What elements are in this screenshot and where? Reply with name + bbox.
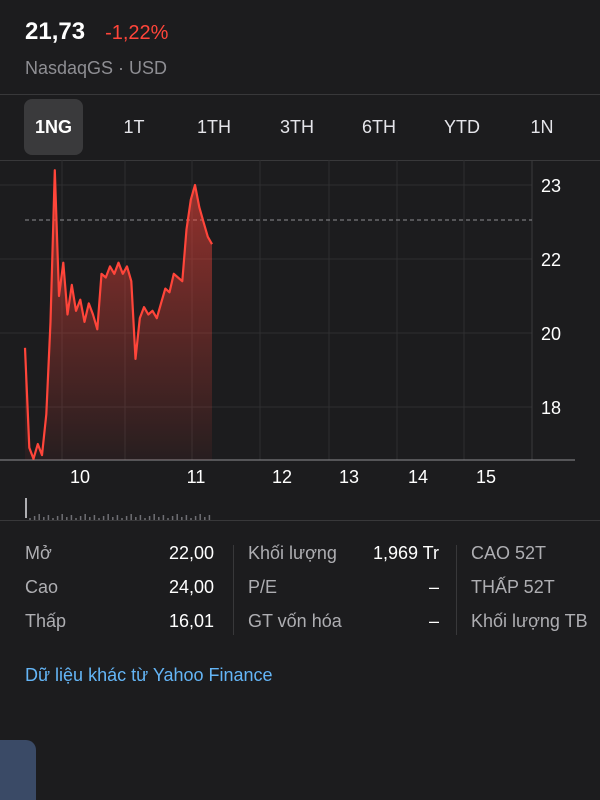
corner-button[interactable]	[0, 740, 36, 800]
x-tick-label: 15	[476, 467, 496, 487]
range-tabs: 1NG 1T 1TH 3TH 6TH YTD 1N	[0, 99, 600, 155]
tab-1n[interactable]: 1N	[530, 117, 554, 137]
chart-divider	[0, 520, 600, 521]
x-tick-label: 14	[408, 467, 428, 487]
yahoo-finance-link[interactable]: Dữ liệu khác từ Yahoo Finance	[25, 665, 273, 685]
stat-high-label: Cao	[25, 577, 59, 597]
tab-1th[interactable]: 1TH	[196, 117, 231, 137]
tab-6th[interactable]: 6TH	[361, 117, 396, 137]
header-divider	[0, 94, 600, 95]
tab-3th[interactable]: 3TH	[279, 117, 314, 137]
stats-separator-1	[233, 545, 234, 635]
stat-pe-label: P/E	[248, 577, 278, 597]
stats-separator-2	[456, 545, 457, 635]
tab-1ng[interactable]: 1NG	[24, 99, 83, 155]
stat-volume-label: Khối lượng	[248, 543, 337, 563]
y-tick-label: 20	[541, 324, 561, 344]
current-price: 21,73	[25, 18, 86, 45]
stat-low-value: 16,01	[168, 611, 214, 631]
x-tick-label: 11	[187, 467, 206, 487]
stat-open-label: Mở	[25, 543, 52, 563]
price-chart[interactable]: 23 22 20 18 10 11 12 13 14 15	[0, 160, 600, 520]
y-tick-label: 23	[541, 176, 561, 196]
stat-avg-volume-label: Khối lượng TB	[471, 611, 588, 631]
quote-header: 21,73 -1,22%	[25, 18, 168, 46]
x-tick-label: 13	[339, 467, 359, 487]
stat-52w-high-label: CAO 52T	[471, 543, 547, 563]
y-tick-label: 18	[541, 398, 561, 418]
price-chart-svg: 23 22 20 18 10 11 12 13 14 15	[0, 160, 575, 520]
stat-52w-low-label: THẤP 52T	[471, 577, 555, 597]
x-tick-label: 12	[272, 467, 292, 487]
price-area	[25, 170, 212, 460]
x-tick-label: 10	[70, 467, 90, 487]
price-line	[23, 169, 213, 460]
stat-pe-value: –	[428, 577, 439, 597]
exchange-label: NasdaqGS · USD	[25, 58, 168, 78]
tab-1t[interactable]: 1T	[123, 117, 145, 137]
tabs-divider	[0, 160, 600, 161]
price-change: -1,22%	[105, 22, 169, 44]
stat-low-label: Thấp	[25, 611, 67, 631]
stat-mktcap-label: GT vốn hóa	[248, 611, 342, 631]
y-tick-label: 22	[541, 250, 561, 270]
stat-high-value: 24,00	[168, 577, 214, 597]
stat-mktcap-value: –	[428, 611, 439, 631]
tab-ytd[interactable]: YTD	[444, 117, 480, 137]
stat-volume-value: 1,969 Tr	[372, 543, 439, 563]
stat-open-value: 22,00	[168, 543, 214, 563]
